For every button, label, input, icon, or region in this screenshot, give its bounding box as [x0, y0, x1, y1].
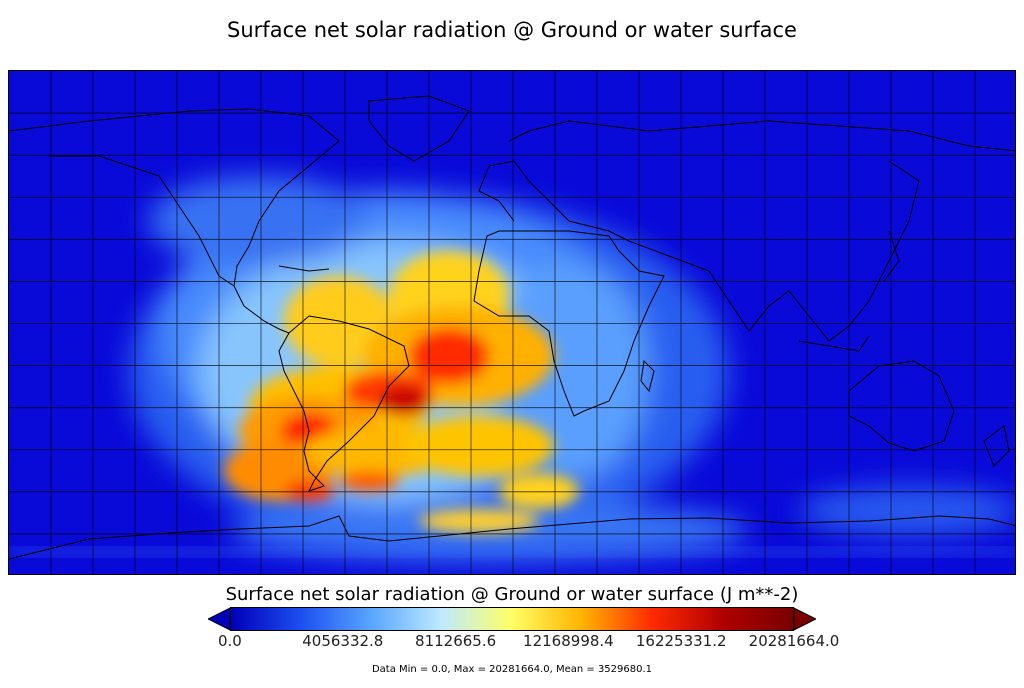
colorbar-label: Surface net solar radiation @ Ground or … [225, 584, 799, 605]
north-america-west-coast [49, 155, 235, 287]
north-america-coast [9, 108, 340, 334]
greenland-coast [368, 95, 470, 162]
colorbar-tick-label: 16225331.2 [635, 632, 727, 650]
madagascar-coast [640, 359, 655, 393]
coastlines [9, 95, 1015, 560]
japan-coast [883, 230, 900, 282]
asia-coast [628, 160, 920, 342]
colorbar-tick-label: 0.0 [218, 632, 242, 650]
data-stats: Data Min = 0.0, Max = 20281664.0, Mean =… [371, 664, 653, 675]
map-title: Surface net solar radiation @ Ground or … [227, 18, 797, 42]
new-zealand-coast [983, 425, 1010, 467]
africa-coast [473, 230, 665, 417]
antarctica-coast [9, 515, 1015, 560]
europe-coast [478, 160, 630, 242]
colorbar-tick-label: 12168998.4 [523, 632, 614, 650]
colorbar-tick-label: 4056332.8 [302, 632, 384, 650]
colorbar-ticks: 0.0 4056332.8 8112665.6 12168998.4 16225331.… [218, 632, 839, 652]
map-canvas [9, 71, 1015, 574]
colorbar [208, 607, 816, 631]
colorbar-tick-label: 20281664.0 [748, 632, 840, 650]
eurasia-north-coast [508, 120, 1015, 152]
caribbean-islands [278, 265, 330, 272]
map-panel [8, 70, 1016, 575]
australia-coast [848, 360, 955, 452]
colorbar-max-arrow [793, 607, 816, 631]
south-america-coast [278, 315, 410, 492]
colorbar-gradient [230, 607, 794, 631]
colorbar-tick-label: 8112665.6 [415, 632, 497, 650]
indonesia-coast [798, 335, 870, 352]
colorbar-min-arrow [208, 607, 231, 631]
